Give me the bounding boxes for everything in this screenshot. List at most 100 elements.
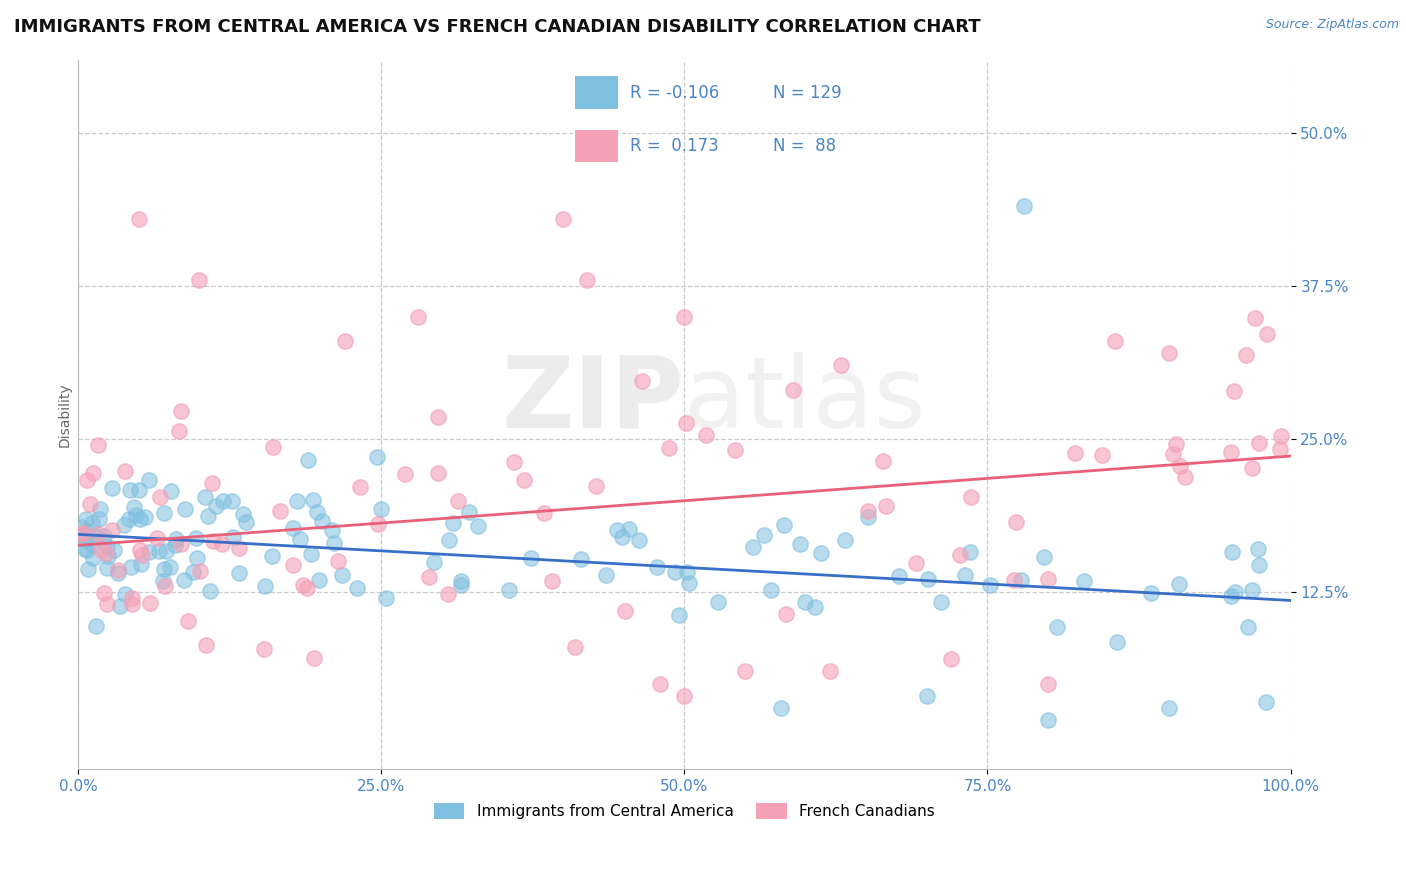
Point — [299, 547, 322, 561]
Point — [235, 516, 257, 530]
Point — [631, 374, 654, 388]
Point — [76, 474, 98, 488]
Point — [437, 587, 460, 601]
Point — [1249, 558, 1271, 572]
Point — [177, 614, 200, 628]
Point — [188, 273, 211, 287]
Point — [406, 310, 429, 324]
Point — [326, 554, 349, 568]
Point — [782, 384, 804, 398]
Point — [288, 532, 311, 546]
Point — [1225, 584, 1247, 599]
Point — [97, 549, 120, 563]
Point — [960, 491, 983, 505]
Point — [153, 506, 176, 520]
Point — [939, 652, 962, 666]
Point — [668, 608, 690, 623]
Point — [155, 544, 177, 558]
Point — [804, 600, 827, 615]
Point — [512, 473, 534, 487]
Point — [129, 542, 152, 557]
Y-axis label: Disability: Disability — [58, 382, 72, 447]
Legend: Immigrants from Central America, French Canadians: Immigrants from Central America, French … — [427, 797, 941, 825]
Point — [437, 533, 460, 547]
Point — [121, 597, 143, 611]
Point — [186, 550, 208, 565]
Point — [673, 310, 696, 324]
Point — [159, 484, 181, 499]
Point — [664, 565, 686, 579]
Point — [139, 596, 162, 610]
Point — [308, 573, 330, 587]
Point — [262, 440, 284, 454]
Point — [346, 582, 368, 596]
Point — [418, 569, 440, 583]
Text: atlas: atlas — [685, 351, 927, 449]
Point — [94, 546, 117, 560]
Point — [302, 651, 325, 665]
Point — [1219, 444, 1241, 458]
Point — [1073, 574, 1095, 589]
Point — [169, 424, 191, 438]
Point — [82, 516, 104, 531]
Point — [741, 540, 763, 554]
Point — [197, 509, 219, 524]
Point — [128, 483, 150, 497]
Point — [114, 587, 136, 601]
Point — [195, 638, 218, 652]
Point — [959, 545, 981, 559]
Point — [173, 573, 195, 587]
Point — [564, 640, 586, 654]
Point — [503, 455, 526, 469]
Point — [221, 494, 243, 508]
Point — [118, 512, 141, 526]
Point — [1045, 620, 1067, 634]
Point — [149, 491, 172, 505]
Point — [72, 525, 94, 540]
Point — [1240, 461, 1263, 475]
Point — [810, 546, 832, 560]
Point — [1005, 516, 1028, 530]
Point — [773, 518, 796, 533]
Point — [269, 504, 291, 518]
Text: N = 129: N = 129 — [773, 84, 841, 102]
Text: IMMIGRANTS FROM CENTRAL AMERICA VS FRENCH CANADIAN DISABILITY CORRELATION CHART: IMMIGRANTS FROM CENTRAL AMERICA VS FRENC… — [14, 18, 981, 36]
Point — [112, 518, 135, 533]
Point — [291, 577, 314, 591]
Point — [520, 550, 543, 565]
Point — [87, 526, 110, 541]
Point — [201, 476, 224, 491]
Point — [752, 528, 775, 542]
Point — [673, 689, 696, 703]
Point — [89, 502, 111, 516]
Point — [367, 517, 389, 532]
Point — [107, 563, 129, 577]
Point — [676, 565, 699, 579]
Point — [949, 548, 972, 562]
Point — [678, 576, 700, 591]
Point — [75, 533, 97, 548]
Point — [228, 566, 250, 580]
Point — [349, 480, 371, 494]
Point — [122, 500, 145, 515]
Point — [1036, 676, 1059, 690]
Point — [1164, 437, 1187, 451]
Point — [254, 579, 277, 593]
Point — [1105, 635, 1128, 649]
Point — [311, 514, 333, 528]
Point — [302, 493, 325, 508]
Point — [1268, 442, 1291, 457]
Point — [1247, 542, 1270, 557]
Point — [613, 604, 636, 618]
Point — [285, 494, 308, 508]
Point — [222, 530, 245, 544]
Point — [321, 523, 343, 537]
Point — [108, 599, 131, 613]
Text: R =  0.173: R = 0.173 — [630, 137, 720, 155]
Point — [101, 481, 124, 495]
Point — [323, 536, 346, 550]
Point — [595, 567, 617, 582]
Point — [330, 568, 353, 582]
Point — [76, 542, 98, 557]
Point — [450, 578, 472, 592]
